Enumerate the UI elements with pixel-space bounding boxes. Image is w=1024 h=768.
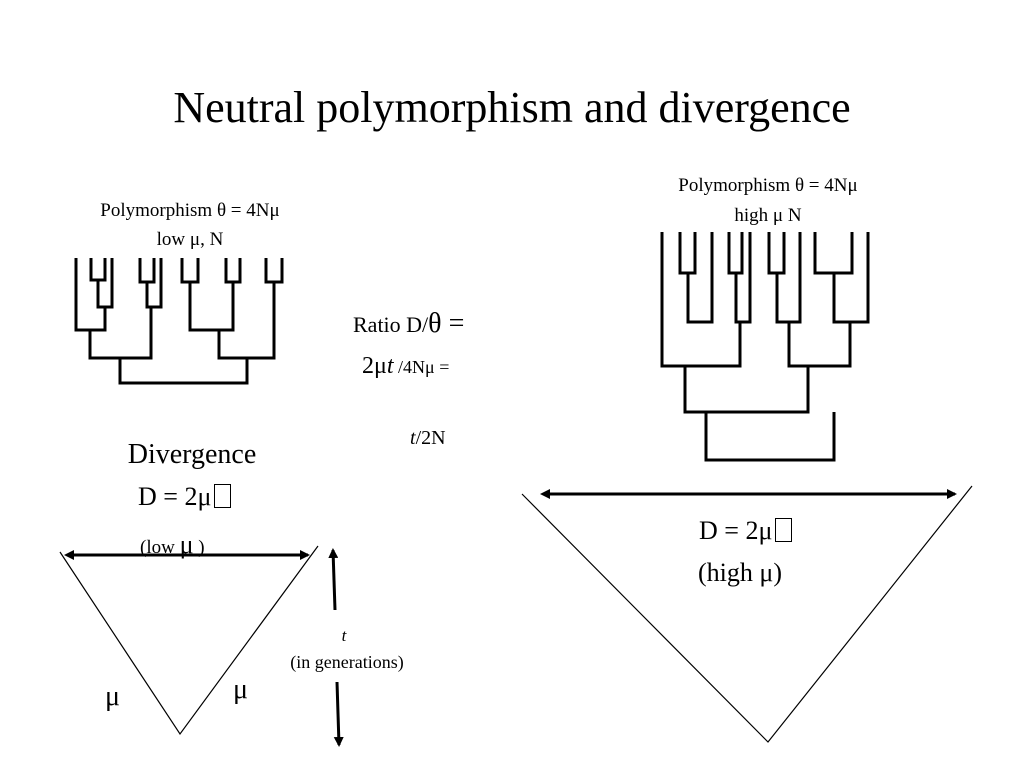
ratio-result-t: t <box>410 427 416 449</box>
left-tree-label-line2: low μ, N <box>156 229 224 250</box>
left-tree-label-line1: Polymorphism θ = 4Nμ <box>100 200 280 221</box>
ratio-t: t <box>386 353 394 379</box>
slide-title: Neutral polymorphism and divergence <box>173 83 851 132</box>
time-symbol: t <box>341 626 347 645</box>
ratio-line2: 2μt /4Nμ = <box>362 354 449 378</box>
left-divergence-triangle <box>59 545 319 736</box>
left-gene-tree <box>74 258 284 385</box>
right-tree-label-line1: Polymorphism θ = 4Nμ <box>678 175 858 196</box>
ratio-theta: θ = <box>428 308 465 339</box>
left-note-suffix: ) <box>193 537 205 558</box>
ratio-denominator: /4Nμ = <box>393 357 450 377</box>
right-gene-tree <box>660 232 870 462</box>
missing-glyph-box <box>214 484 232 508</box>
left-divergence-heading: Divergence <box>127 439 257 470</box>
right-divergence-triangle <box>521 485 973 743</box>
left-divergence-note: (low μ ) <box>140 532 205 558</box>
time-arrow-down <box>333 681 344 747</box>
time-arrow-up <box>328 548 339 611</box>
right-divergence-formula: D = 2μ <box>699 516 793 545</box>
ratio-prefix: Ratio D/ <box>353 312 429 337</box>
right-divergence-note: (high μ) <box>698 558 782 587</box>
left-triangle-mu-left: μ <box>105 681 121 712</box>
left-note-mu: μ <box>179 530 194 559</box>
right-divergence-formula-text: D = 2μ <box>699 516 773 545</box>
ratio-2mu: 2μ <box>362 353 387 379</box>
left-note-prefix: (low <box>140 537 180 558</box>
right-tree-label-line2: high μ N <box>734 205 802 226</box>
ratio-result: /2N <box>415 427 446 449</box>
missing-glyph-box <box>775 518 793 542</box>
time-axis-label: (in generations) <box>290 652 404 672</box>
left-divergence-formula-text: D = 2μ <box>138 482 212 511</box>
left-divergence-formula: D = 2μ <box>138 482 232 511</box>
ratio-line1: Ratio D/θ = <box>353 310 464 338</box>
left-triangle-mu-right: μ <box>233 674 249 705</box>
ratio-line3: t/2N <box>410 428 446 448</box>
